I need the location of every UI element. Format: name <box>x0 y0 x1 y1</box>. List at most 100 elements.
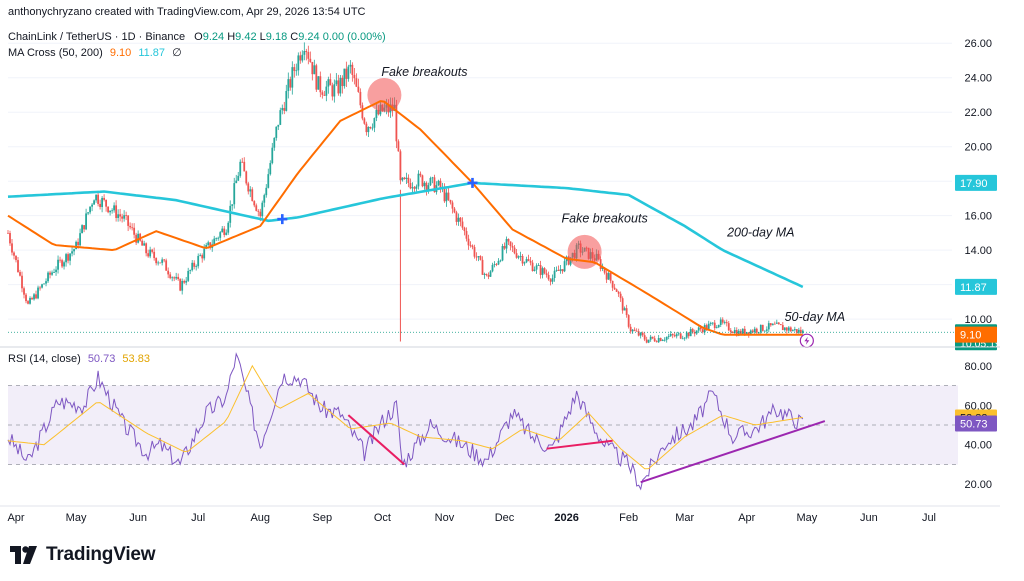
candle-body <box>125 215 128 217</box>
candle-body <box>349 64 352 67</box>
candle-body <box>123 215 126 219</box>
candle-body <box>735 329 738 336</box>
candle-body <box>303 51 306 55</box>
candle-body <box>159 262 162 264</box>
price-tag-label: 11.87 <box>960 282 987 294</box>
time-tick-label: Apr <box>738 512 755 524</box>
candle <box>295 63 298 76</box>
candle-body <box>341 77 344 87</box>
candle-body <box>743 328 746 335</box>
candle <box>297 52 300 76</box>
candle-body <box>333 84 336 97</box>
symbol-legend[interactable]: ChainLink / TetherUS · 1D · Binance O9.2… <box>8 31 386 43</box>
candle <box>307 45 310 65</box>
candle <box>453 206 456 214</box>
candle <box>45 278 47 287</box>
candle <box>189 269 192 275</box>
candle <box>347 64 350 82</box>
candle-body <box>671 334 674 336</box>
candle <box>775 319 778 324</box>
candle <box>497 258 500 266</box>
candle <box>19 269 21 277</box>
candle-body <box>787 327 790 331</box>
candle <box>31 296 33 300</box>
rsi-value-tag-bg <box>955 415 997 432</box>
tradingview-logo[interactable]: TradingView <box>10 544 156 566</box>
candle-body <box>227 222 230 233</box>
candle <box>647 339 650 344</box>
candle <box>655 340 658 343</box>
candle <box>231 204 234 211</box>
ma-cross-legend[interactable]: MA Cross (50, 200) 9.10 11.87 ∅ <box>8 46 182 59</box>
candle <box>415 184 418 192</box>
candle-body <box>411 187 414 189</box>
rsi-legend[interactable]: RSI (14, close) 50.73 53.83 <box>8 353 150 365</box>
hidden-eye-icon[interactable]: ∅ <box>172 47 182 59</box>
candle-body <box>733 329 736 333</box>
lightning-icon[interactable] <box>799 333 814 348</box>
candle <box>511 242 514 253</box>
price-grid <box>8 42 952 320</box>
candle-body <box>21 275 23 289</box>
candle <box>263 193 266 208</box>
tradingview-wordmark: TradingView <box>46 544 156 565</box>
candle <box>247 181 250 195</box>
price-tick-label: 14.00 <box>964 245 992 257</box>
candle-body <box>257 210 260 212</box>
candle <box>109 210 112 216</box>
candle <box>671 333 674 339</box>
ma-cross-label: MA Cross (50, 200) <box>8 47 103 59</box>
candle <box>173 276 176 282</box>
candle <box>639 332 642 339</box>
candle-body <box>757 332 760 334</box>
candle <box>507 238 510 246</box>
candle <box>149 246 152 259</box>
candle-body <box>63 262 65 267</box>
candle-body <box>261 202 264 217</box>
candle-body <box>533 269 536 272</box>
candle <box>143 240 146 246</box>
candle <box>675 332 678 339</box>
time-tick-label: Mar <box>675 512 694 524</box>
candle-body <box>503 246 506 249</box>
candle-body <box>635 330 638 332</box>
candle-body <box>685 332 688 338</box>
candle <box>103 194 106 202</box>
candle <box>769 323 772 327</box>
candle <box>627 314 630 329</box>
candle-body <box>425 182 428 190</box>
candle <box>361 102 364 121</box>
candle <box>61 258 63 269</box>
time-axis[interactable]: Apr May Jun Jul Aug Sep Oct Nov Dec 2026 Feb Mar Apr… <box>7 512 936 524</box>
candle-body <box>223 228 226 235</box>
candle-body <box>85 213 87 230</box>
candle <box>235 174 238 184</box>
price-axis[interactable]: 10.0012.0014.0016.0018.0020.0022.0024.00… <box>955 38 1001 351</box>
candle <box>373 117 376 133</box>
candle-body <box>605 272 608 280</box>
candle-body <box>759 324 762 333</box>
candle-body <box>71 251 73 254</box>
candle-body <box>103 197 106 200</box>
candle <box>397 139 400 152</box>
candle <box>145 242 148 257</box>
candle-body <box>57 259 59 270</box>
candle <box>83 225 85 233</box>
candle <box>413 185 416 193</box>
candle-body <box>231 204 234 206</box>
candle-body <box>753 328 756 333</box>
candle <box>695 330 698 336</box>
candle <box>531 259 534 272</box>
candle-body <box>39 287 41 289</box>
candle-body <box>485 273 488 276</box>
candle <box>621 296 624 314</box>
candle <box>153 247 156 261</box>
candle <box>329 73 332 86</box>
candle <box>225 229 228 236</box>
candle-body <box>173 277 176 279</box>
candle-body <box>305 51 308 53</box>
candle-body <box>689 329 692 337</box>
candle-body <box>673 335 676 337</box>
